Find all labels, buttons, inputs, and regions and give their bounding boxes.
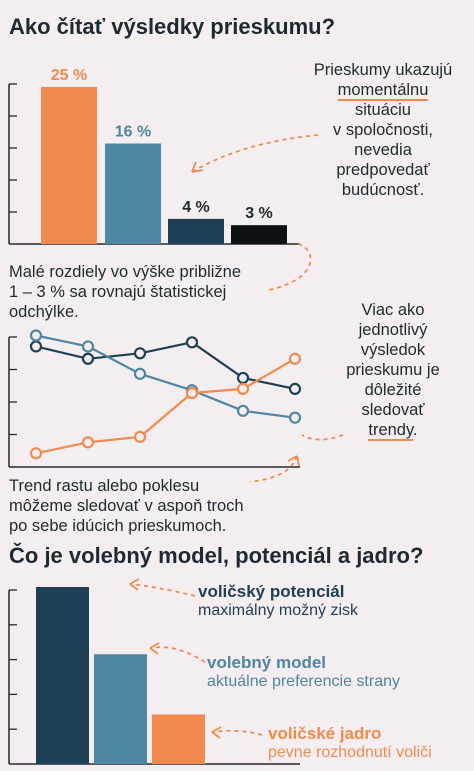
note1-line-2: v spoločnosti, [333, 121, 433, 139]
chart2-point [236, 404, 250, 417]
chart2-point [133, 347, 147, 360]
label-model-title: volebný model [207, 653, 327, 672]
chart3-bar [94, 654, 147, 764]
label-potential-subtitle: maximálny možný zisk [198, 602, 359, 619]
section3-title: Čo je volebný model, potenciál a jadro? [9, 543, 424, 568]
arrow-2 [267, 243, 312, 291]
chart2-point [29, 329, 43, 342]
chart3-bar [36, 587, 89, 764]
label-potential: voličský potenciál maximálny možný zisk [198, 582, 358, 620]
survey-bar-chart: 25 % 16 % 4 % 3 % [8, 67, 300, 245]
arrow-7-head [211, 726, 222, 739]
arrow-4 [249, 455, 298, 483]
chart2-point [185, 386, 199, 400]
section1-title: Ako čítať výsledky prieskumu? [9, 14, 336, 39]
arrow-5 [129, 583, 196, 597]
chart1-bar [231, 225, 287, 244]
note1-line-pre: Prieskumy ukazujú [313, 61, 453, 79]
arrow-3 [301, 434, 344, 441]
chart1-bar [105, 143, 161, 244]
arrow-4-head [287, 455, 300, 467]
label-potential-title: voličský potenciál [198, 582, 345, 601]
note2-line-4: prieskumu je [346, 361, 440, 379]
note1b-line-2: 1 – 3 % sa rovnajú štatistickej [9, 283, 227, 301]
chart2-point [29, 447, 43, 460]
label-model-subtitle: aktuálne preferencie strany [207, 673, 400, 690]
note1-line-1: situáciu [355, 101, 411, 119]
note1-line-3: nevedia [354, 141, 412, 159]
note-right-2: Viac ako jednotlivý výsledok prieskumu j… [320, 300, 466, 441]
note2-highlight: trendy [368, 421, 414, 441]
chart2-point [81, 352, 95, 365]
label-core: voličské jadro pevne rozhodnutí voliči [268, 724, 432, 762]
note1-line-5: budúcnosť. [341, 181, 425, 199]
chart2-point [288, 352, 302, 365]
note2b-line-2: môžeme sledovať v aspoň troch [9, 497, 244, 515]
label-model: volebný model aktuálne preferencie stran… [207, 653, 400, 691]
arrow-6-head [149, 642, 160, 655]
chart2-series-line [35, 357, 296, 455]
note2-line-1: Viac ako [361, 301, 425, 319]
chart2-point [81, 340, 95, 353]
chart2-point [81, 436, 95, 449]
note2-suffix: . [413, 421, 418, 439]
note2b-line-3: po sebe idúcich prieskumoch. [9, 517, 227, 535]
arrow-5-head [129, 578, 140, 591]
note1-highlight: momentálnu [337, 81, 429, 101]
note-right-1: Prieskumy ukazujú momentálnu situáciu v … [300, 60, 466, 200]
arrow-1-head [191, 161, 204, 173]
chart1-data-label: 25 % [51, 67, 87, 84]
chart2-point [288, 411, 302, 424]
annotation-arrows [129, 134, 344, 739]
note-bottom-1: Malé rozdiely vo výške približne 1 – 3 %… [9, 262, 309, 322]
chart1-bar [168, 218, 224, 244]
note2-line-2: jednotlivý [358, 321, 428, 339]
chart3-bar [152, 714, 205, 764]
chart1-data-label: 4 % [182, 199, 210, 216]
arrow-1 [191, 134, 319, 173]
note2-line-5: dôležité [364, 381, 422, 399]
chart2-point [185, 336, 199, 349]
chart1-bar [41, 87, 97, 244]
chart2-point [288, 382, 302, 396]
chart1-data-label: 16 % [115, 124, 151, 141]
note2-line-3: výsledok [360, 341, 426, 359]
chart2-series-line [35, 334, 296, 419]
arrow-6 [149, 646, 206, 663]
chart2-point [236, 382, 250, 396]
note2-line-6: sledovať [361, 401, 425, 419]
note1b-line-1: Malé rozdiely vo výške približne [9, 263, 242, 281]
note2b-line-1: Trend rastu alebo poklesu [9, 477, 200, 495]
model-bar-chart [8, 587, 300, 765]
arrow-7 [211, 729, 263, 736]
label-core-title: voličské jadro [268, 724, 382, 743]
note1-line-4: predpovedať [336, 161, 430, 179]
chart2-point [29, 340, 43, 353]
note1b-line-3: odchýlke. [9, 303, 79, 321]
chart2-series-line [35, 341, 296, 390]
chart1-data-label: 3 % [245, 205, 273, 222]
trend-line-chart [8, 329, 302, 468]
chart2-point [133, 430, 147, 443]
chart2-point [236, 371, 250, 385]
label-core-subtitle: pevne rozhodnutí voliči [268, 744, 432, 761]
note-bottom-2: Trend rastu alebo poklesu môžeme sledova… [9, 476, 309, 536]
chart2-point [133, 367, 147, 380]
